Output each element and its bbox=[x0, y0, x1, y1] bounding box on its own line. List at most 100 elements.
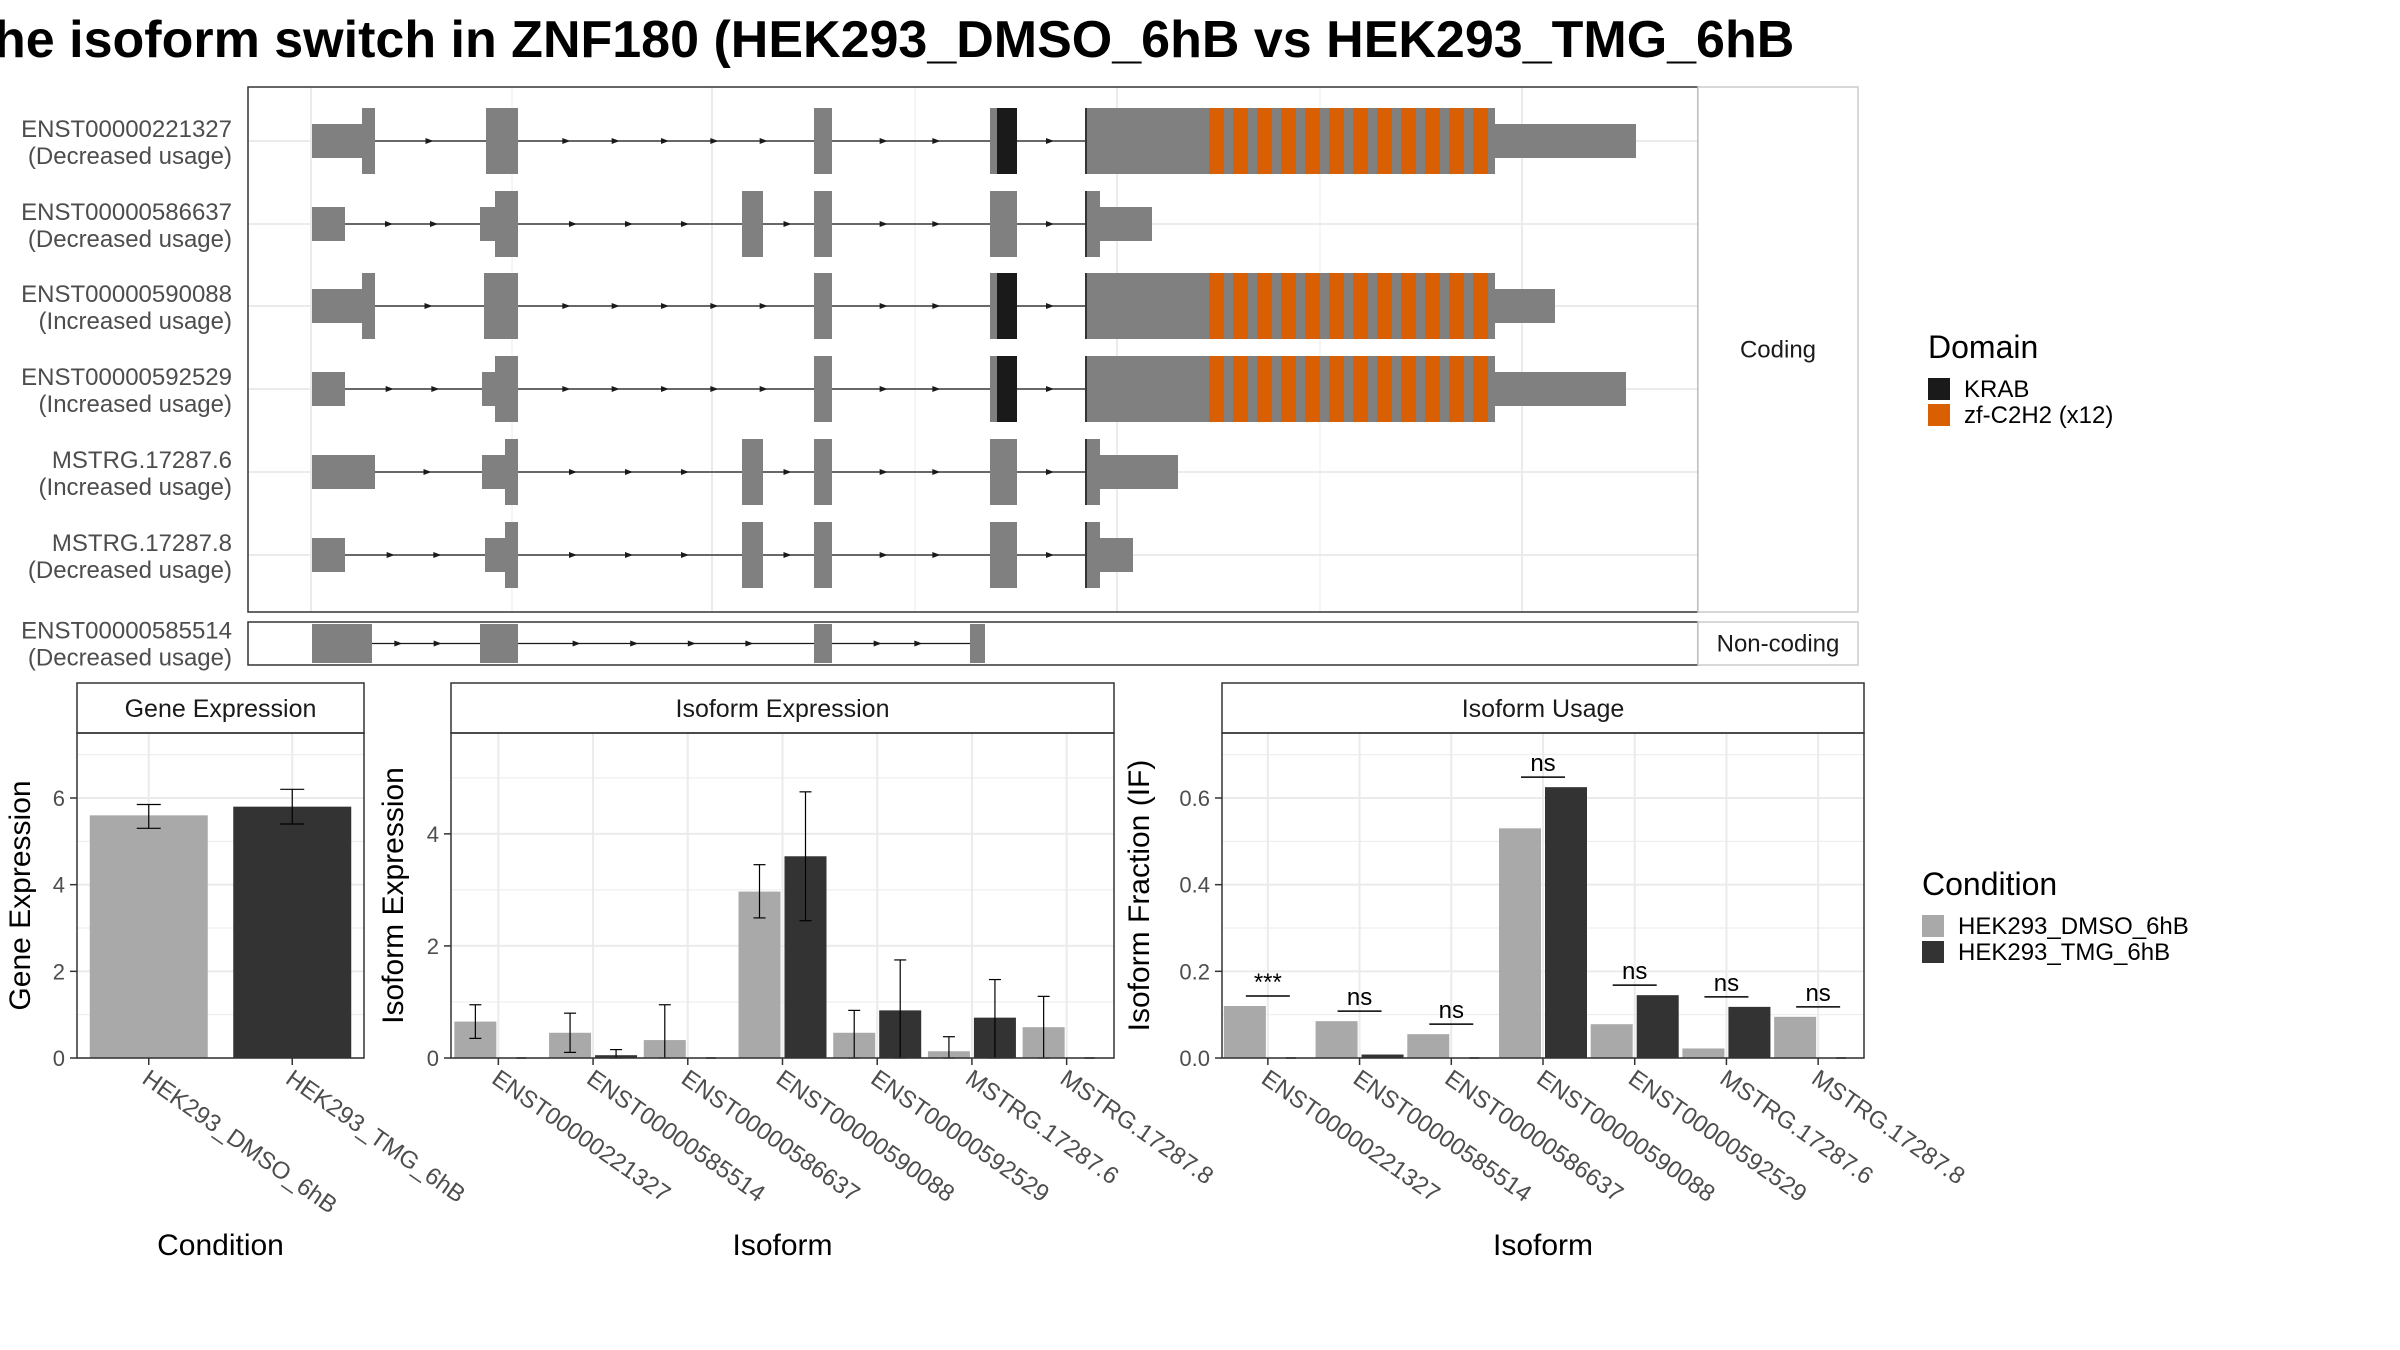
transcript-id-label: ENST00000586637 bbox=[21, 199, 232, 226]
intron-arrow-icon bbox=[569, 221, 577, 227]
intron-arrow-icon bbox=[879, 221, 888, 227]
exon bbox=[1100, 207, 1152, 241]
exon bbox=[312, 124, 362, 158]
zf-c2h2-domain bbox=[1281, 356, 1296, 422]
coding-transcript-track bbox=[312, 522, 1133, 588]
exon bbox=[742, 191, 763, 257]
intron-arrow-icon bbox=[759, 386, 768, 392]
intron-arrow-icon bbox=[625, 469, 633, 475]
coding-strip-label: Coding bbox=[1740, 337, 1816, 364]
exon bbox=[362, 273, 375, 339]
condition-legend-swatch bbox=[1922, 915, 1944, 937]
condition-legend-title: Condition bbox=[1922, 866, 2057, 902]
intron-arrow-icon bbox=[681, 469, 689, 475]
intron-arrow-icon bbox=[932, 138, 941, 144]
exon bbox=[814, 356, 832, 422]
intron-arrow-icon bbox=[687, 640, 696, 647]
y-tick-label: 0.6 bbox=[1179, 786, 1210, 811]
intron-arrow-icon bbox=[630, 640, 639, 647]
significance-label: ns bbox=[1622, 958, 1647, 985]
exon bbox=[482, 455, 505, 489]
exon bbox=[814, 624, 832, 663]
zf-c2h2-domain bbox=[1257, 108, 1272, 174]
intron-arrow-icon bbox=[879, 386, 888, 392]
exon bbox=[814, 439, 832, 505]
exon bbox=[480, 207, 495, 241]
x-tick-label: MSTRG.17287.6 bbox=[1715, 1065, 1878, 1190]
bar bbox=[1361, 1054, 1404, 1058]
bar bbox=[1636, 995, 1679, 1058]
transcript-id-label: ENST00000221327 bbox=[21, 116, 232, 143]
zf-c2h2-domain bbox=[1473, 273, 1488, 339]
intron-arrow-icon bbox=[879, 138, 888, 144]
significance-label: ns bbox=[1530, 750, 1555, 777]
significance-label: ns bbox=[1805, 980, 1830, 1007]
intron-arrow-icon bbox=[431, 386, 440, 392]
intron-arrow-icon bbox=[932, 221, 941, 227]
y-tick-label: 0.4 bbox=[1179, 873, 1210, 898]
condition-legend-label: HEK293_TMG_6hB bbox=[1958, 939, 2170, 966]
zf-c2h2-domain bbox=[1425, 108, 1440, 174]
x-axis-title: Condition bbox=[157, 1229, 284, 1262]
intron-arrow-icon bbox=[385, 221, 393, 227]
intron-arrow-icon bbox=[433, 552, 442, 558]
y-tick-label: 6 bbox=[53, 786, 65, 811]
exon bbox=[990, 439, 1017, 505]
zf-c2h2-domain bbox=[1305, 356, 1320, 422]
x-tick-label: MSTRG.17287.8 bbox=[1055, 1065, 1218, 1190]
intron-arrow-icon bbox=[873, 640, 882, 647]
y-axis-title: Gene Expression bbox=[4, 780, 37, 1010]
panel-title: Isoform Usage bbox=[1462, 695, 1625, 723]
exon bbox=[1085, 108, 1205, 174]
bar bbox=[233, 806, 352, 1058]
intron-arrow-icon bbox=[932, 386, 941, 392]
y-tick-label: 2 bbox=[427, 934, 439, 959]
intron-arrow-icon bbox=[1046, 386, 1054, 392]
intron-arrow-icon bbox=[611, 386, 620, 392]
transcript-usage-label: (Decreased usage) bbox=[28, 226, 232, 253]
zf-c2h2-domain bbox=[1401, 273, 1416, 339]
x-tick-label: MSTRG.17287.8 bbox=[1807, 1065, 1970, 1190]
intron-arrow-icon bbox=[759, 138, 768, 144]
intron-arrow-icon bbox=[424, 303, 433, 309]
exon bbox=[312, 538, 345, 572]
exon bbox=[362, 108, 375, 174]
noncoding-strip bbox=[1697, 621, 1859, 666]
zf-c2h2-domain bbox=[1353, 356, 1368, 422]
isoform-structure-panel: ENST00000221327(Decreased usage)ENST0000… bbox=[21, 86, 1859, 672]
panel-strip bbox=[76, 682, 365, 734]
zf-c2h2-domain bbox=[1233, 356, 1248, 422]
domain-legend-swatch bbox=[1928, 404, 1950, 426]
intron-arrow-icon bbox=[611, 303, 620, 309]
exon bbox=[486, 108, 518, 174]
bar bbox=[1774, 1016, 1817, 1058]
exon bbox=[814, 191, 832, 257]
condition-legend-label: HEK293_DMSO_6hB bbox=[1958, 913, 2189, 940]
domain-legend-title: Domain bbox=[1928, 329, 2038, 365]
krab-domain bbox=[997, 356, 1017, 422]
significance-label: ns bbox=[1439, 997, 1464, 1024]
exon bbox=[1085, 522, 1100, 588]
transcript-id-label: ENST00000590088 bbox=[21, 281, 232, 308]
exon bbox=[1085, 439, 1100, 505]
intron-arrow-icon bbox=[1046, 469, 1054, 475]
coding-strip bbox=[1697, 86, 1859, 613]
exon bbox=[990, 522, 1017, 588]
zf-c2h2-domain bbox=[1257, 273, 1272, 339]
exon bbox=[312, 455, 375, 489]
zf-c2h2-domain bbox=[1209, 356, 1224, 422]
y-tick-label: 0.2 bbox=[1179, 959, 1210, 984]
transcript-id-label: ENST00000585514 bbox=[21, 618, 232, 645]
zf-c2h2-domain bbox=[1401, 108, 1416, 174]
intron-arrow-icon bbox=[710, 303, 719, 309]
coding-transcript-track bbox=[312, 356, 1626, 422]
intron-arrow-icon bbox=[1046, 138, 1054, 144]
exon bbox=[312, 624, 372, 663]
exon bbox=[505, 439, 518, 505]
bar bbox=[1682, 1048, 1725, 1058]
bar bbox=[1499, 828, 1541, 1058]
exon bbox=[1085, 191, 1100, 257]
domain-legend-swatch bbox=[1928, 378, 1950, 400]
condition-legend-swatch bbox=[1922, 941, 1944, 963]
